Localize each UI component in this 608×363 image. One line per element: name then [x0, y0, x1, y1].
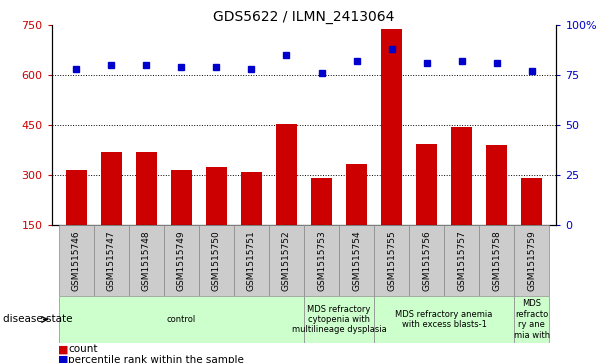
Bar: [59, 296, 304, 343]
Text: GSM1515756: GSM1515756: [422, 230, 431, 291]
Text: GSM1515757: GSM1515757: [457, 230, 466, 291]
Bar: [234, 225, 269, 296]
Text: disease state: disease state: [3, 314, 72, 325]
Bar: [171, 170, 192, 275]
Bar: [101, 152, 122, 275]
Text: ■: ■: [58, 344, 68, 354]
Bar: [241, 172, 262, 275]
Text: GSM1515758: GSM1515758: [492, 230, 501, 291]
Text: MDS
refracto
ry ane
mia with: MDS refracto ry ane mia with: [514, 299, 550, 339]
Bar: [339, 225, 374, 296]
Bar: [444, 225, 479, 296]
Bar: [66, 170, 87, 275]
Text: percentile rank within the sample: percentile rank within the sample: [68, 355, 244, 363]
Bar: [521, 179, 542, 275]
Text: GSM1515746: GSM1515746: [72, 230, 81, 291]
Text: count: count: [68, 344, 98, 354]
Bar: [311, 179, 332, 275]
Bar: [381, 29, 402, 275]
Text: GSM1515751: GSM1515751: [247, 230, 256, 291]
Bar: [59, 225, 94, 296]
Bar: [136, 152, 157, 275]
Bar: [129, 225, 164, 296]
Text: GSM1515748: GSM1515748: [142, 230, 151, 291]
Text: GSM1515754: GSM1515754: [352, 230, 361, 291]
Bar: [164, 225, 199, 296]
Bar: [514, 296, 549, 343]
Text: GSM1515759: GSM1515759: [527, 230, 536, 291]
Bar: [276, 123, 297, 275]
Bar: [416, 143, 437, 275]
Text: GSM1515749: GSM1515749: [177, 230, 186, 291]
Bar: [199, 225, 234, 296]
Text: GSM1515747: GSM1515747: [107, 230, 116, 291]
Bar: [451, 127, 472, 275]
Text: GSM1515750: GSM1515750: [212, 230, 221, 291]
Bar: [486, 145, 507, 275]
Bar: [304, 225, 339, 296]
Text: control: control: [167, 315, 196, 324]
Bar: [514, 225, 549, 296]
Text: ■: ■: [58, 355, 68, 363]
Bar: [374, 225, 409, 296]
Bar: [269, 225, 304, 296]
Bar: [479, 225, 514, 296]
Title: GDS5622 / ILMN_2413064: GDS5622 / ILMN_2413064: [213, 11, 395, 24]
Bar: [304, 296, 374, 343]
Bar: [374, 296, 514, 343]
Bar: [409, 225, 444, 296]
Text: MDS refractory
cytopenia with
multilineage dysplasia: MDS refractory cytopenia with multilinea…: [292, 305, 387, 334]
Bar: [94, 225, 129, 296]
Bar: [346, 163, 367, 275]
Bar: [206, 167, 227, 275]
Text: GSM1515752: GSM1515752: [282, 230, 291, 291]
Text: GSM1515755: GSM1515755: [387, 230, 396, 291]
Text: GSM1515753: GSM1515753: [317, 230, 326, 291]
Text: MDS refractory anemia
with excess blasts-1: MDS refractory anemia with excess blasts…: [395, 310, 493, 329]
